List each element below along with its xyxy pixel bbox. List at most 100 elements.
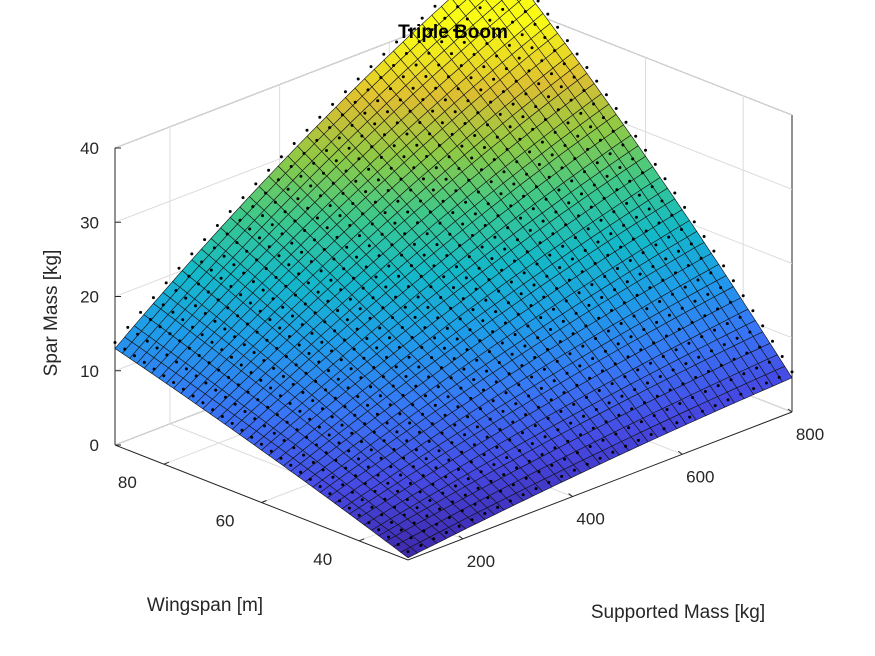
model-point: [395, 430, 399, 434]
model-point: [261, 214, 264, 218]
model-point: [306, 206, 310, 210]
model-point: [326, 299, 330, 303]
model-point: [546, 12, 550, 16]
model-point: [680, 306, 684, 310]
model-point: [574, 311, 578, 315]
model-point: [519, 216, 522, 220]
model-point: [283, 210, 287, 214]
model-point: [570, 257, 574, 261]
model-point: [312, 161, 316, 165]
model-point: [411, 86, 415, 90]
model-point: [355, 327, 359, 331]
model-point: [572, 402, 576, 406]
x-tick-label: 400: [576, 510, 604, 529]
model-point: [330, 349, 334, 353]
model-point: [494, 380, 498, 384]
model-point: [282, 439, 286, 442]
model-point: [294, 363, 298, 367]
model-point: [690, 320, 694, 324]
model-point: [601, 438, 605, 442]
model-point: [453, 423, 457, 427]
model-point: [273, 200, 277, 204]
model-point: [745, 351, 749, 355]
model-point: [600, 369, 604, 373]
model-point: [223, 327, 227, 331]
model-point: [379, 155, 383, 159]
model-point: [518, 137, 522, 141]
box-floor-front-edge: [114, 411, 793, 561]
model-point: [473, 212, 477, 216]
model-point: [469, 396, 473, 400]
model-point: [274, 275, 278, 279]
model-point: [476, 486, 480, 490]
model-point: [278, 326, 282, 330]
model-point: [565, 39, 569, 43]
model-point: [299, 470, 303, 474]
model-point: [249, 371, 253, 375]
model-point: [457, 467, 460, 471]
model-point: [472, 378, 476, 382]
model-point: [589, 125, 593, 129]
model-point: [386, 110, 389, 114]
surface-plot: [113, 0, 794, 559]
model-point: [565, 371, 569, 375]
model-point: [418, 430, 421, 434]
model-point: [649, 433, 653, 436]
model-point: [526, 324, 530, 328]
model-point: [330, 415, 334, 419]
model-point: [549, 398, 553, 402]
model-point: [540, 140, 544, 144]
model-point: [435, 243, 439, 247]
model-point: [421, 98, 425, 102]
model-point: [696, 278, 700, 282]
model-point: [571, 332, 575, 336]
model-point: [308, 477, 312, 481]
model-point: [379, 456, 383, 460]
model-point: [611, 450, 615, 454]
model-point: [491, 330, 495, 334]
model-point: [272, 366, 276, 370]
model-point: [655, 320, 659, 324]
model-point: [631, 157, 635, 161]
model-point: [525, 172, 529, 176]
model-point: [478, 6, 482, 10]
model-point: [347, 506, 351, 510]
model-point: [296, 197, 300, 201]
model-point: [470, 518, 474, 522]
model-point: [598, 138, 602, 142]
model-point: [534, 185, 538, 189]
model-point: [123, 347, 127, 351]
model-point: [203, 238, 207, 242]
model-point: [279, 456, 283, 460]
model-point: [380, 513, 384, 517]
model-point: [483, 146, 486, 149]
model-point: [530, 46, 534, 50]
model-point: [658, 375, 662, 378]
model-point: [382, 52, 386, 56]
model-point: [504, 67, 508, 71]
model-point: [678, 402, 682, 405]
model-point: [302, 453, 306, 457]
model-point: [386, 189, 390, 192]
model-point: [539, 316, 543, 320]
model-point: [299, 174, 303, 178]
model-point: [590, 283, 594, 287]
model-point: [668, 388, 672, 392]
model-point: [398, 412, 402, 416]
model-point: [415, 143, 419, 147]
model-point: [503, 247, 507, 251]
model-point: [430, 356, 434, 360]
model-point: [357, 457, 360, 461]
model-point: [652, 414, 656, 418]
model-point: [406, 550, 410, 554]
model-point: [403, 305, 407, 309]
model-point: [252, 351, 256, 354]
model-point: [634, 215, 638, 219]
model-point: [168, 332, 172, 336]
model-point: [359, 376, 363, 380]
model-point: [732, 357, 736, 361]
model-point: [559, 409, 563, 413]
model-point: [664, 334, 668, 338]
model-point: [184, 367, 188, 371]
model-point: [505, 456, 509, 460]
